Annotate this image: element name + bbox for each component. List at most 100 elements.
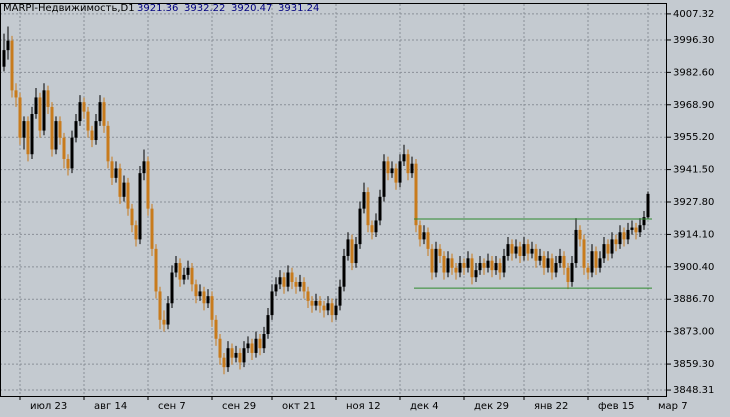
candle-body: [522, 244, 526, 256]
candle-body: [250, 343, 254, 353]
candle-body: [38, 97, 42, 131]
candle-body: [62, 137, 66, 159]
candle-body: [590, 251, 594, 273]
candle-body: [342, 255, 346, 287]
candle-body: [534, 248, 538, 261]
candle-body: [338, 286, 342, 306]
x-tick-label: мар 7: [658, 401, 688, 412]
x-tick-label: дек 29: [474, 401, 509, 412]
candle-body: [86, 111, 90, 131]
candle-body: [346, 239, 350, 256]
candle-body: [438, 248, 442, 256]
y-tick-label: 3914.10: [673, 229, 714, 240]
candle-body: [218, 338, 222, 358]
y-tick-label: 3941.50: [673, 165, 714, 176]
candle-body: [642, 217, 646, 226]
candle-body: [454, 267, 458, 273]
candle-body: [134, 225, 138, 240]
x-tick-label: фев 15: [598, 401, 635, 412]
candle-body: [554, 263, 558, 273]
candle-body: [122, 182, 126, 197]
candle-body: [158, 291, 162, 320]
x-tick-label: янв 22: [534, 401, 568, 412]
candle-body: [78, 102, 82, 122]
candle-body: [66, 158, 70, 169]
candle-body: [518, 246, 522, 256]
candle-body: [510, 244, 514, 254]
candle-body: [234, 352, 238, 358]
candle-body: [350, 239, 354, 264]
candle-body: [478, 263, 482, 271]
candle-body: [622, 232, 626, 240]
candle-body: [286, 272, 290, 287]
candle-body: [326, 303, 330, 311]
candle-body: [150, 208, 154, 249]
candle-body: [530, 248, 534, 254]
y-tick-label: 3955.20: [673, 132, 714, 143]
candle-body: [634, 227, 638, 233]
candle-body: [30, 114, 34, 155]
candle-body: [110, 161, 114, 178]
candle-body: [566, 267, 570, 282]
candle-body: [210, 296, 214, 320]
candle-body: [202, 291, 206, 304]
header-close: 3931.24: [278, 3, 319, 14]
candle-body: [278, 277, 282, 285]
candle-body: [282, 277, 286, 287]
candle-body: [434, 248, 438, 273]
candle-body: [90, 130, 94, 141]
candle-body: [586, 267, 590, 273]
candle-body: [2, 50, 6, 67]
candle-body: [238, 352, 242, 363]
y-tick-label: 3848.31: [673, 385, 714, 396]
x-tick-label: дек 4: [410, 401, 439, 412]
candle-body: [398, 161, 402, 183]
candle-body: [414, 163, 418, 226]
candle-body: [198, 291, 202, 297]
candle-body: [258, 338, 262, 349]
candle-body: [290, 272, 294, 282]
candle-body: [334, 305, 338, 316]
candle-body: [558, 255, 562, 264]
candle-body: [166, 303, 170, 325]
candle-body: [322, 305, 326, 311]
plot-area: [0, 4, 667, 396]
candle-body: [170, 272, 174, 304]
candle-body: [46, 90, 50, 107]
candle-body: [102, 102, 106, 126]
y-tick-label: 3996.30: [673, 35, 714, 46]
candle-body: [578, 229, 582, 240]
candle-body: [418, 225, 422, 240]
candle-body: [310, 300, 314, 306]
candle-body: [366, 192, 370, 226]
candle-body: [214, 319, 218, 339]
candle-body: [222, 357, 226, 368]
y-tick-label: 3900.40: [673, 262, 714, 273]
candle-body: [302, 281, 306, 292]
plot-frame: [0, 3, 667, 397]
candle-body: [550, 258, 554, 273]
y-tick-label: 3982.60: [673, 67, 714, 78]
candle-body: [6, 40, 10, 51]
candle-body: [442, 255, 446, 273]
candle-body: [430, 248, 434, 273]
candle-body: [526, 244, 530, 254]
candle-body: [94, 121, 98, 141]
candle-body: [54, 121, 58, 150]
y-tick-label: 3859.30: [673, 359, 714, 370]
candle-body: [226, 348, 230, 368]
candle-body: [450, 258, 454, 268]
candle-body: [538, 255, 542, 261]
candle-body: [354, 244, 358, 264]
candle-body: [142, 161, 146, 174]
candle-body: [498, 263, 502, 273]
candle-body: [482, 263, 486, 268]
candle-body: [638, 225, 642, 233]
y-tick-label: 3873.00: [673, 327, 714, 338]
candle-body: [186, 267, 190, 275]
candle-body: [362, 192, 366, 209]
candle-body: [486, 260, 490, 268]
candle-body: [314, 300, 318, 306]
candle-body: [298, 281, 302, 287]
